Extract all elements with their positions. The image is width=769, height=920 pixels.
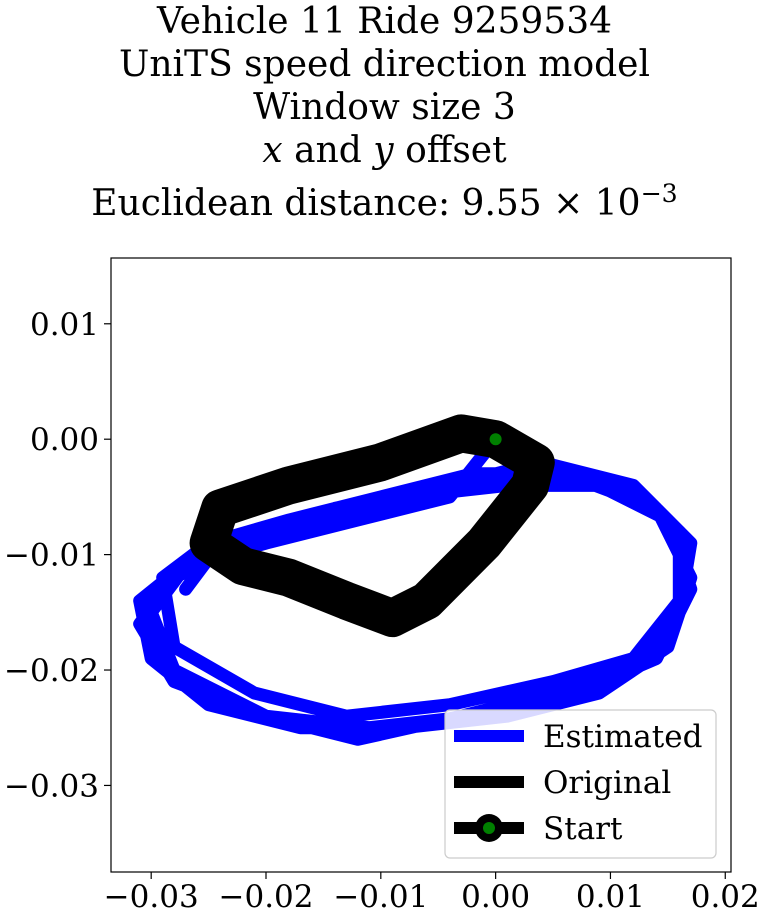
x-tick-label: −0.03 [104,879,199,915]
legend-label-start: Start [543,811,623,847]
series-line-original [189,414,555,638]
legend: Estimated Original Start [444,709,717,859]
title-x-symbol: x [262,130,283,171]
title-and-text: and [282,130,374,171]
start-marker [489,433,502,446]
y-tick-label: −0.01 [4,538,99,574]
title-line-3: Window size 3 [253,87,516,128]
y-tick-label: 0.01 [30,307,99,343]
title-line-1: Vehicle 11 Ride 9259534 [156,1,613,42]
legend-label-estimated: Estimated [543,719,702,755]
legend-start-marker [483,822,495,834]
y-axis: 0.01 0.00 −0.01 −0.02 −0.03 [4,307,111,804]
series-layer [133,414,698,746]
title-exponent: −3 [640,179,678,208]
x-axis: −0.03 −0.02 −0.01 0.00 0.01 0.02 [104,872,760,915]
plot-frame [110,257,732,873]
y-tick-label: 0.00 [30,422,99,458]
y-tick-label: −0.03 [4,768,99,804]
title-y-symbol: y [373,130,394,171]
title-line-4: x and y offset [0,129,769,172]
x-tick-label: −0.02 [219,879,314,915]
title-offset-text: offset [393,130,507,171]
series-line-estimated [133,432,698,746]
x-tick-label: 0.02 [691,879,760,915]
title-line-2: UniTS speed direction model [119,44,650,85]
title-line-5: Euclidean distance: 9.55 × 10−3 [0,172,769,225]
chart-title: Vehicle 11 Ride 9259534 UniTS speed dire… [0,0,769,225]
x-tick-label: 0.01 [576,879,645,915]
legend-label-original: Original [543,765,671,801]
x-tick-label: 0.00 [461,879,530,915]
legend-box [444,709,717,859]
y-tick-label: −0.02 [4,653,99,689]
x-tick-label: −0.01 [333,879,428,915]
title-distance-text: Euclidean distance: 9.55 × 10 [91,183,641,224]
